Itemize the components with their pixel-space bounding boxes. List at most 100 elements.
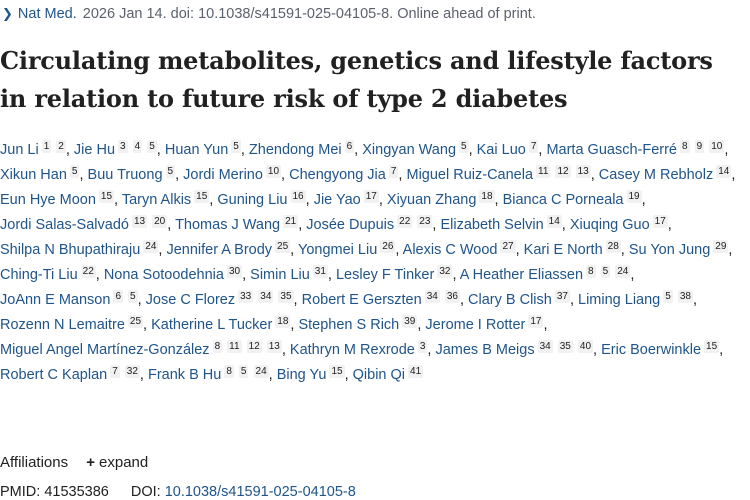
author-name-link[interactable]: Shilpa N Bhupathiraju [0, 242, 141, 258]
affiliation-number[interactable]: 17 [652, 215, 668, 228]
author-name-link[interactable]: Katherine L Tucker [151, 317, 273, 333]
author-name-link[interactable]: Buu Truong [87, 167, 163, 183]
affiliation-number[interactable]: 12 [246, 340, 262, 353]
author-name-link[interactable]: Clary B Clish [468, 292, 552, 308]
author-name-link[interactable]: Jennifer A Brody [166, 242, 273, 258]
affiliation-number[interactable]: 8 [586, 265, 596, 278]
author-name-link[interactable]: Simin Liu [250, 267, 310, 283]
author-name-link[interactable]: Nona Sotoodehnia [103, 267, 224, 283]
affiliation-number[interactable]: 11 [227, 340, 242, 353]
affiliation-number[interactable]: 29 [713, 240, 729, 253]
plus-icon[interactable]: + [86, 454, 96, 471]
affiliation-number[interactable]: 13 [575, 165, 591, 178]
author-name-link[interactable]: Casey M Rebholz [598, 167, 714, 183]
affiliation-number[interactable]: 41 [408, 365, 424, 378]
author-name-link[interactable]: Miguel Angel Martínez-González [0, 342, 210, 358]
affiliation-number[interactable]: 18 [275, 315, 291, 328]
affiliation-number[interactable]: 15 [704, 340, 720, 353]
affiliation-number[interactable]: 10 [709, 140, 725, 153]
affiliation-number[interactable]: 20 [152, 215, 168, 228]
affiliation-number[interactable]: 8 [212, 340, 223, 353]
affiliation-number[interactable]: 7 [388, 165, 399, 178]
author-name-link[interactable]: Lesley F Tinker [335, 267, 435, 283]
affiliation-number[interactable]: 1 [41, 140, 52, 153]
affiliation-number[interactable]: 13 [131, 215, 148, 228]
affiliation-number[interactable]: 11 [536, 165, 551, 178]
affiliation-number[interactable]: 37 [554, 290, 570, 303]
author-name-link[interactable]: Miguel Ruiz-Canela [406, 167, 534, 183]
author-name-link[interactable]: Robert E Gerszten [301, 292, 422, 308]
affiliation-number[interactable]: 32 [437, 265, 453, 278]
affiliation-number[interactable]: 14 [716, 165, 732, 178]
affiliation-number[interactable]: 28 [605, 240, 621, 253]
author-name-link[interactable]: Bing Yu [276, 367, 327, 383]
author-name-link[interactable]: Rozenn N Lemaitre [0, 317, 125, 333]
author-name-link[interactable]: Guning Liu [217, 192, 288, 208]
affiliation-number[interactable]: 32 [124, 365, 140, 378]
affiliation-number[interactable]: 5 [663, 290, 673, 303]
author-name-link[interactable]: Marta Guasch-Ferré [546, 142, 677, 158]
author-name-link[interactable]: Jordi Salas-Salvadó [0, 217, 129, 233]
author-name-link[interactable]: Stephen S Rich [298, 317, 400, 333]
affiliation-number[interactable]: 40 [577, 340, 594, 353]
affiliation-number[interactable]: 12 [555, 165, 571, 178]
author-name-link[interactable]: Chengyong Jia [289, 167, 386, 183]
affiliation-number[interactable]: 16 [290, 190, 306, 203]
author-name-link[interactable]: Bianca C Porneala [502, 192, 624, 208]
author-name-link[interactable]: Jun Li [0, 142, 39, 158]
affiliation-number[interactable]: 27 [500, 240, 516, 253]
affiliation-number[interactable]: 34 [424, 290, 440, 303]
affiliation-number[interactable]: 25 [275, 240, 291, 253]
affiliation-number[interactable]: 24 [615, 265, 631, 278]
affiliation-number[interactable]: 5 [69, 165, 80, 178]
author-name-link[interactable]: Huan Yun [164, 142, 229, 158]
affiliation-number[interactable]: 6 [344, 140, 355, 153]
author-name-link[interactable]: Kai Luo [476, 142, 526, 158]
author-name-link[interactable]: Jie Yao [313, 192, 361, 208]
expand-button[interactable]: expand [99, 454, 149, 471]
affiliation-number[interactable]: 6 [113, 290, 123, 303]
affiliation-number[interactable]: 30 [226, 265, 243, 278]
affiliation-number[interactable]: 19 [626, 190, 642, 203]
affiliation-number[interactable]: 23 [417, 215, 433, 228]
affiliation-number[interactable]: 24 [143, 240, 159, 253]
chevron-right-icon[interactable]: ❯ [2, 6, 13, 21]
author-name-link[interactable]: Yongmei Liu [297, 242, 378, 258]
affiliation-number[interactable]: 3 [118, 140, 128, 153]
author-name-link[interactable]: Kathryn M Rexrode [289, 342, 415, 358]
author-name-link[interactable]: Xingyan Wang [362, 142, 457, 158]
author-name-link[interactable]: James B Meigs [435, 342, 535, 358]
author-name-link[interactable]: Kari E North [523, 242, 603, 258]
author-name-link[interactable]: Eun Hye Moon [0, 192, 96, 208]
affiliation-number[interactable]: 14 [546, 215, 562, 228]
author-name-link[interactable]: Su Yon Jung [628, 242, 711, 258]
affiliation-number[interactable]: 17 [528, 315, 544, 328]
journal-link[interactable]: Nat Med. [17, 6, 77, 22]
author-name-link[interactable]: Qibin Qi [352, 367, 406, 383]
affiliation-number[interactable]: 35 [278, 290, 294, 303]
affiliation-number[interactable]: 35 [557, 340, 573, 353]
affiliation-number[interactable]: 5 [165, 165, 176, 178]
author-name-link[interactable]: Josée Dupuis [306, 217, 395, 233]
affiliation-number[interactable]: 22 [397, 215, 413, 228]
affiliation-number[interactable]: 15 [98, 190, 115, 203]
affiliation-number[interactable]: 26 [380, 240, 396, 253]
author-name-link[interactable]: Taryn Alkis [121, 192, 192, 208]
affiliation-number[interactable]: 5 [459, 140, 469, 153]
author-name-link[interactable]: Frank B Hu [147, 367, 222, 383]
affiliation-number[interactable]: 13 [266, 340, 282, 353]
affiliation-number[interactable]: 25 [127, 315, 144, 328]
affiliation-number[interactable]: 5 [600, 265, 611, 278]
author-name-link[interactable]: Zhendong Mei [248, 142, 342, 158]
affiliation-number[interactable]: 8 [680, 140, 690, 153]
affiliation-number[interactable]: 15 [194, 190, 210, 203]
affiliation-number[interactable]: 9 [694, 140, 705, 153]
affiliation-number[interactable]: 5 [231, 140, 241, 153]
author-name-link[interactable]: Xikun Han [0, 167, 67, 183]
author-name-link[interactable]: Jerome I Rotter [425, 317, 526, 333]
affiliation-number[interactable]: 33 [238, 290, 254, 303]
affiliation-number[interactable]: 10 [265, 165, 282, 178]
affiliation-number[interactable]: 15 [329, 365, 345, 378]
author-name-link[interactable]: Liming Liang [578, 292, 661, 308]
affiliation-number[interactable]: 3 [417, 340, 428, 353]
